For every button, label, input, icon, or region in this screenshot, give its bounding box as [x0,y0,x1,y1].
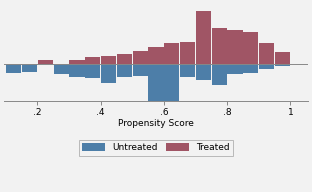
Bar [6,64,21,73]
Bar [243,64,258,73]
Bar [227,30,243,64]
Bar [22,64,37,72]
Bar [133,64,148,76]
Bar [275,52,290,64]
Bar [69,64,85,77]
Bar [69,60,85,64]
Bar [164,43,179,64]
Bar [117,64,132,77]
Bar [101,64,116,83]
Bar [149,47,163,64]
Bar [180,42,195,64]
Bar [259,64,274,69]
Bar [212,64,227,85]
Bar [275,64,290,66]
Bar [196,64,211,80]
Bar [180,64,195,77]
Bar [243,32,258,64]
Bar [85,57,100,64]
Bar [101,56,116,64]
Bar [85,64,100,78]
Bar [164,64,179,103]
Bar [259,43,274,64]
X-axis label: Propensity Score: Propensity Score [118,119,194,128]
Bar [54,64,69,74]
Bar [149,64,163,105]
Bar [133,51,148,64]
Bar [196,11,211,64]
Bar [227,64,243,74]
Legend: Untreated, Treated: Untreated, Treated [79,140,233,156]
Bar [212,28,227,64]
Bar [38,60,53,64]
Bar [117,54,132,64]
